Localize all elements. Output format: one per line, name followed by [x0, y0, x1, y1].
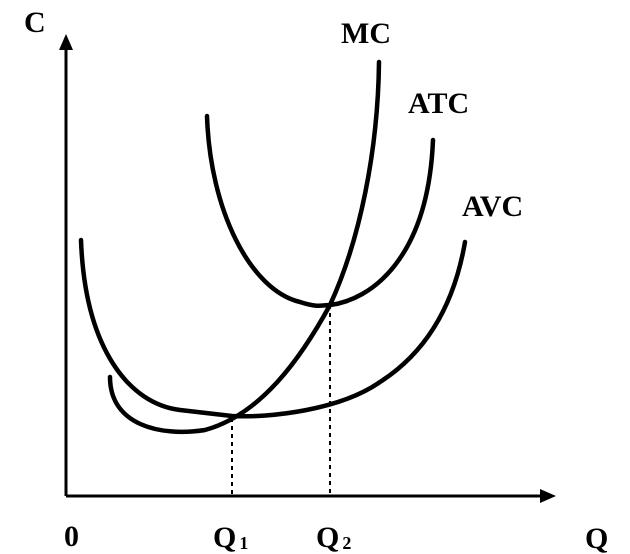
avc-label: AVC: [462, 190, 523, 223]
x-axis-arrowhead: [540, 489, 556, 503]
q1-letter: Q: [213, 521, 236, 554]
atc-curve: [204, 113, 436, 308]
mc-curve: [107, 59, 382, 435]
q2-subscript: 2: [342, 533, 351, 553]
mc-label: MC: [341, 17, 391, 50]
x-axis-label: Q: [585, 522, 608, 554]
q2-letter: Q: [316, 521, 339, 554]
atc-label: ATC: [408, 87, 469, 120]
q1-subscript: 1: [239, 533, 248, 553]
origin-label: 0: [64, 520, 79, 553]
y-axis-label: C: [24, 6, 46, 39]
avc-curve: [78, 237, 468, 419]
y-axis-arrowhead: [59, 34, 73, 50]
